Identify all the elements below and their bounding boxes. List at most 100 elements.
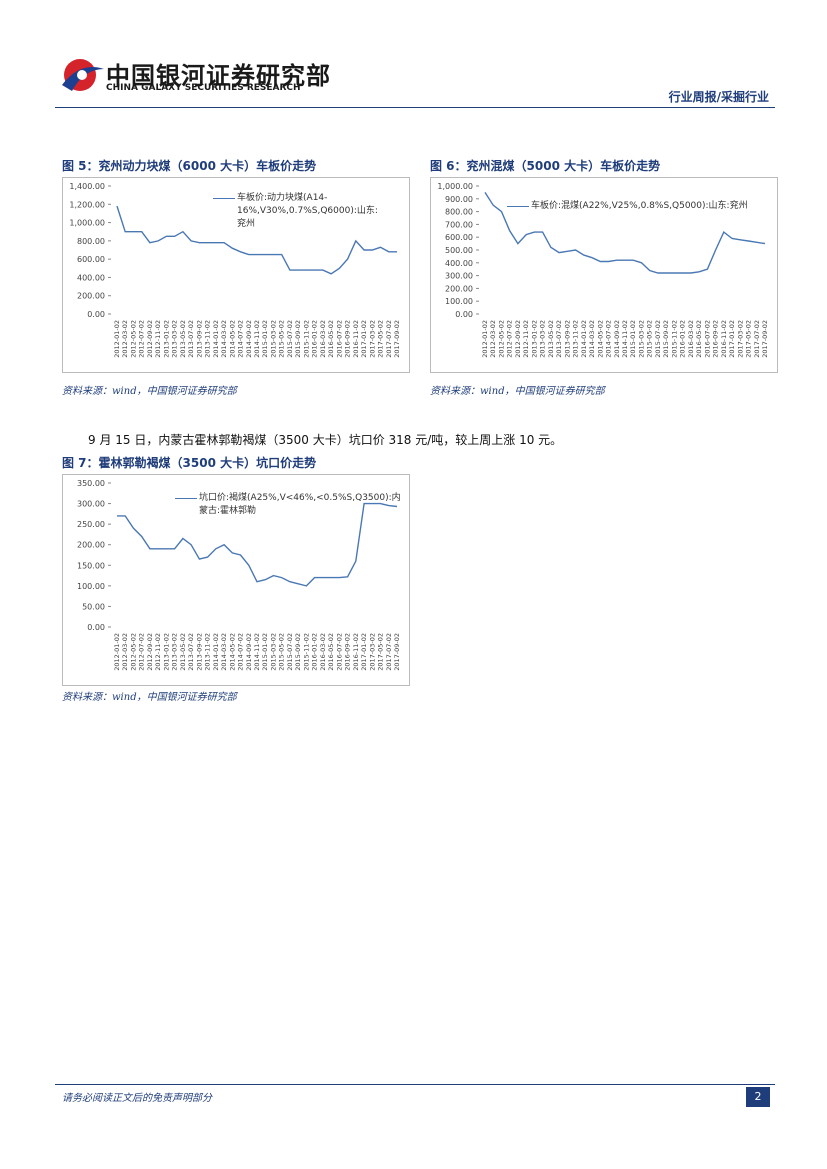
y-tick-label: 800.00 (77, 237, 105, 246)
x-tick-label: 2016-11-02 (720, 320, 728, 358)
x-tick-label: 2015-09-02 (294, 633, 302, 671)
x-tick-label: 2017-01-02 (728, 320, 736, 358)
x-tick-label: 2012-05-02 (129, 633, 137, 671)
section: 行业周报/采掘行业 (668, 90, 769, 104)
paragraph: 9 月 15 日，内蒙古霍林郭勒褐煤（3500 大卡）坑口价 318 元/吨，较… (88, 433, 563, 447)
x-tick-label: 2013-11-02 (204, 320, 212, 358)
x-tick-label: 2013-03-02 (539, 320, 547, 358)
x-tick-label: 2014-09-02 (613, 320, 621, 358)
x-tick-label: 2012-01-02 (481, 320, 489, 358)
y-tick-label: 250.00 (77, 520, 105, 529)
x-tick-label: 2014-11-02 (253, 320, 261, 358)
x-tick-label: 2016-03-02 (319, 633, 327, 671)
figure-title: 图 7：霍林郭勒褐煤（3500 大卡）坑口价走势 (62, 456, 317, 470)
x-tick-label: 2016-01-02 (311, 633, 319, 671)
x-tick-label: 2012-09-02 (146, 633, 154, 671)
company-en: CHINA GALAXY SECURITIES RESEARCH (106, 83, 301, 93)
legend: 车板价:混煤(A22%,V25%,0.8%S,Q5000):山东:兖州 (507, 200, 772, 228)
x-tick-label: 2013-01-02 (530, 320, 538, 358)
line (117, 502, 398, 587)
x-tick-label: 2013-09-02 (195, 320, 203, 358)
x-tick-label: 2015-11-02 (302, 633, 310, 671)
x-tick-label: 2015-05-02 (278, 320, 286, 358)
figure-title: 图 5：兖州动力块煤（6000 大卡）车板价走势 (62, 159, 317, 173)
x-tick-label: 2016-07-02 (335, 633, 343, 671)
x-tick-label: 2017-09-02 (393, 320, 401, 358)
y-tick-label: 400.00 (445, 259, 473, 268)
x-tick-label: 2012-11-02 (154, 633, 162, 671)
y-tick-label: 200.00 (77, 541, 105, 550)
x-tick-label: 2013-01-02 (162, 633, 170, 671)
figure-title: 图 6：兖州混煤（5000 大卡）车板价走势 (430, 159, 661, 173)
footer-rule (55, 1084, 775, 1085)
x-tick-label: 2015-05-02 (646, 320, 654, 358)
x-tick-label: 2015-11-02 (670, 320, 678, 358)
y-tick-label: 800.00 (445, 208, 473, 217)
x-tick-label: 2015-03-02 (269, 633, 277, 671)
x-tick-label: 2015-07-02 (286, 320, 294, 358)
y-tick-label: 100.00 (445, 297, 473, 306)
x-tick-label: 2014-11-02 (253, 633, 261, 671)
y-tick-label: 1,400.00 (69, 182, 105, 191)
source: 资料来源：wind，中国银河证券研究部 (430, 386, 605, 397)
x-tick-label: 2015-01-02 (261, 320, 269, 358)
x-tick-label: 2017-09-02 (393, 633, 401, 671)
chart-box: 0.00 200.00 400.00 600.00 800.00 1,000.00 1,20… (62, 177, 410, 373)
x-tick-label: 2015-01-02 (261, 633, 269, 671)
x-tick-label: 2014-03-02 (220, 633, 228, 671)
chart: 0.00 200.00 400.00 600.00 800.00 1,000.00 1,20… (69, 182, 401, 358)
line (116, 205, 397, 275)
chart-box: 0.00 100.00 200.00 300.00 400.00 500.00 600.00… (430, 177, 778, 373)
logo (62, 59, 104, 91)
y-tick-label: 1,000.00 (69, 219, 105, 228)
x-tick-label: 2013-11-02 (204, 633, 212, 671)
disclaimer: 请务必阅读正文后的免责声明部分 (62, 1093, 212, 1104)
y-tick-label: 600.00 (77, 255, 105, 264)
x-tick-label: 2014-07-02 (237, 320, 245, 358)
legend-label: 坑口价:褐煤(A25%,V<46%,<0.5%S,Q3500):内蒙古:霍林郭勒 (199, 493, 401, 516)
chart: 0.00 100.00 200.00 300.00 400.00 500.00 600.00… (437, 182, 769, 358)
x-tick-label: 2012-01-02 (113, 320, 121, 358)
x-tick-label: 2014-03-02 (220, 320, 228, 358)
y-tick-label: 0.00 (87, 623, 105, 632)
y-tick-label: 1,000.00 (437, 182, 473, 191)
x-tick-label: 2016-11-02 (352, 320, 360, 358)
y-tick-label: 100.00 (77, 582, 105, 591)
x-tick-label: 2015-01-02 (629, 320, 637, 358)
x-tick-label: 2014-03-02 (588, 320, 596, 358)
y-tick-label: 0.00 (455, 310, 473, 319)
x-tick-label: 2013-09-02 (195, 633, 203, 671)
source: 资料来源：wind，中国银河证券研究部 (62, 692, 237, 703)
x-tick-label: 2014-05-02 (228, 633, 236, 671)
y-tick-label: 50.00 (82, 602, 105, 611)
x-tick-label: 2016-07-02 (703, 320, 711, 358)
x-tick-label: 2015-07-02 (286, 633, 294, 671)
x-tick-label: 2012-03-02 (121, 633, 129, 671)
chart-box: 0.00 50.00 100.00 150.00 200.00 250.00 300.00 3… (62, 474, 410, 686)
x-tick-label: 2014-09-02 (245, 633, 253, 671)
x-tick-label: 2012-07-02 (138, 633, 146, 671)
x-tick-label: 2015-07-02 (654, 320, 662, 358)
y-tick-label: 1,200.00 (69, 200, 105, 209)
legend: 车板价:动力块煤(A14-16%,V30%,0.7%S,Q6000):山东:兖州 (213, 192, 383, 229)
x-tick-label: 2016-11-02 (352, 633, 360, 671)
y-tick-label: 900.00 (445, 195, 473, 204)
x-tick-label: 2017-05-02 (745, 320, 753, 358)
x-tick-label: 2012-11-02 (154, 320, 162, 358)
x-tick-label: 2013-11-02 (572, 320, 580, 358)
x-tick-label: 2012-01-02 (113, 633, 121, 671)
x-tick-label: 2012-07-02 (138, 320, 146, 358)
x-tick-label: 2014-11-02 (621, 320, 629, 358)
y-tick-label: 600.00 (445, 233, 473, 242)
x-tick-label: 2016-05-02 (327, 320, 335, 358)
y-tick-label: 500.00 (445, 246, 473, 255)
x-tick-label: 2017-05-02 (377, 633, 385, 671)
x-tick-label: 2016-09-02 (712, 320, 720, 358)
x-tick-label: 2012-03-02 (121, 320, 129, 358)
x-tick-label: 2016-01-02 (311, 320, 319, 358)
y-tick-label: 400.00 (77, 273, 105, 282)
x-tick-label: 2013-05-02 (179, 633, 187, 671)
x-tick-label: 2015-05-02 (278, 633, 286, 671)
x-tick-label: 2014-05-02 (596, 320, 604, 358)
legend-label: 车板价:动力块煤(A14-16%,V30%,0.7%S,Q6000):山东:兖州 (237, 193, 378, 229)
